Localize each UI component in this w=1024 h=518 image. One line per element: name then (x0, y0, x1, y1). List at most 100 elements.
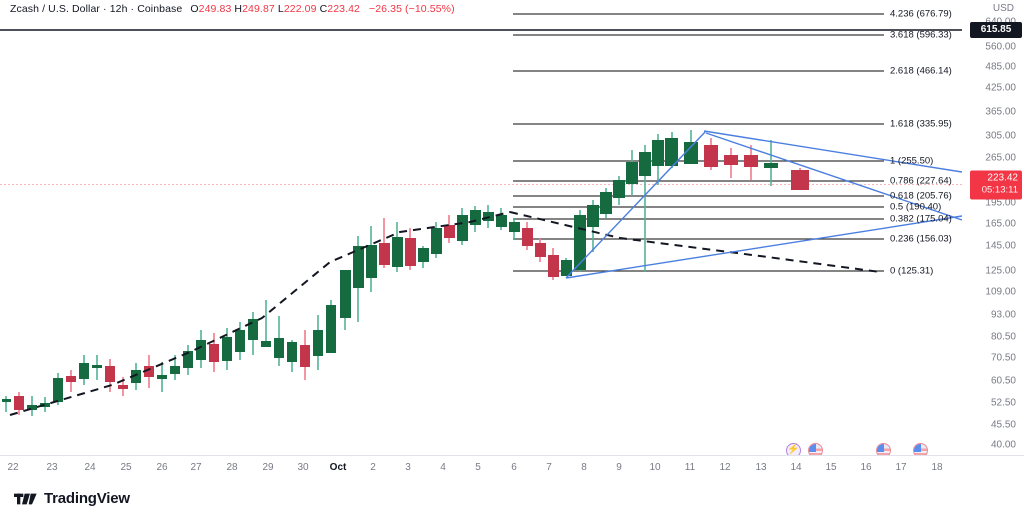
candle[interactable] (274, 316, 284, 366)
candle[interactable] (261, 300, 271, 347)
fib-label-1[interactable]: 1 (255.50) (890, 155, 934, 167)
candle[interactable] (665, 132, 678, 168)
fib-label-0786[interactable]: 0.786 (227.64) (890, 175, 952, 187)
candle[interactable] (600, 188, 612, 218)
candle[interactable] (300, 330, 310, 380)
candle[interactable] (639, 145, 651, 272)
candle[interactable] (724, 148, 738, 178)
fib-label-0618[interactable]: 0.618 (205.76) (890, 190, 952, 202)
candle[interactable] (548, 248, 559, 280)
wedge-rising-leg[interactable] (565, 130, 707, 279)
wedge-descending-leg[interactable] (705, 132, 962, 221)
time-tick: 2 (370, 462, 376, 473)
fib-label-05[interactable]: 0.5 (190.40) (890, 201, 942, 213)
candle[interactable] (144, 355, 154, 388)
candle[interactable] (248, 312, 258, 355)
candle[interactable] (613, 176, 625, 205)
current-price-value: 223.42 (987, 172, 1018, 184)
candle[interactable] (522, 222, 533, 250)
candle[interactable] (53, 373, 63, 405)
candle[interactable] (14, 392, 24, 415)
interval-label[interactable]: 12h (109, 3, 128, 15)
candle[interactable] (496, 208, 507, 230)
tradingview-logo[interactable]: TradingView (14, 490, 130, 507)
chart-canvas[interactable] (0, 0, 962, 455)
uptrend-dashed-line[interactable] (9, 211, 511, 416)
candle[interactable] (457, 208, 468, 245)
tradingview-mark-icon (14, 493, 37, 504)
price-tick: 365.00 (985, 106, 1016, 118)
bolt-glyph: ⚡ (787, 444, 800, 455)
price-tick: 195.00 (985, 197, 1016, 209)
currency-label[interactable]: USD (992, 3, 1014, 14)
time-tick: 14 (790, 462, 802, 473)
us-flag-icon[interactable] (808, 443, 823, 455)
fib-label-4236[interactable]: 4.236 (676.79) (890, 8, 952, 20)
candle[interactable] (353, 236, 364, 322)
candle[interactable] (183, 345, 193, 375)
candle[interactable] (587, 200, 599, 252)
candle[interactable] (379, 218, 390, 268)
candle[interactable] (744, 145, 758, 180)
candle[interactable] (157, 362, 167, 392)
candle[interactable] (652, 134, 664, 185)
wedge-lower-line[interactable] (565, 215, 962, 279)
wedge-upper-line[interactable] (703, 130, 962, 173)
candle[interactable] (561, 258, 572, 276)
bolt-icon[interactable]: ⚡ (786, 443, 801, 455)
candle[interactable] (40, 397, 50, 412)
fib-label-1618[interactable]: 1.618 (335.95) (890, 118, 952, 130)
candle[interactable] (704, 138, 718, 170)
us-flag-icon[interactable] (913, 443, 928, 455)
fib-label-0[interactable]: 0 (125.31) (890, 265, 934, 277)
fib-label-3618[interactable]: 3.618 (596.33) (890, 29, 952, 41)
candlestick-series[interactable] (2, 130, 809, 416)
candle[interactable] (626, 150, 638, 196)
candle[interactable] (235, 322, 245, 360)
exchange-label[interactable]: Coinbase (137, 3, 183, 15)
candle[interactable] (535, 238, 546, 262)
fib-label-0236[interactable]: 0.236 (156.03) (890, 233, 952, 245)
candle[interactable] (66, 370, 76, 392)
candle[interactable] (340, 270, 351, 330)
current-price-badge[interactable]: 223.42 05:13:11 (970, 170, 1022, 200)
fib-label-0382[interactable]: 0.382 (175.04) (890, 213, 952, 225)
candle[interactable] (444, 215, 455, 243)
candle[interactable] (366, 226, 377, 292)
time-tick: 6 (511, 462, 517, 473)
candle[interactable] (131, 363, 141, 390)
candle[interactable] (791, 168, 809, 190)
time-tick: 18 (931, 462, 943, 473)
chart-plot-area[interactable]: 4.236 (676.79) 3.618 (596.33) 2.618 (466… (0, 0, 962, 455)
candle[interactable] (92, 355, 102, 380)
symbol-name[interactable]: Zcash / U.S. Dollar (10, 3, 101, 15)
candle[interactable] (2, 396, 11, 412)
time-tick: 27 (190, 462, 202, 473)
chart-legend[interactable]: Zcash / U.S. Dollar · 12h · Coinbase O24… (10, 3, 455, 15)
candle[interactable] (405, 228, 416, 270)
candle[interactable] (287, 340, 297, 372)
time-tick: 15 (825, 462, 837, 473)
legend-separator-2: · (130, 3, 135, 15)
candle[interactable] (431, 222, 442, 258)
candle[interactable] (509, 218, 520, 240)
candle[interactable] (418, 246, 429, 268)
candle[interactable] (326, 300, 336, 353)
us-flag-icon[interactable] (876, 443, 891, 455)
high-price-badge[interactable]: 615.85 (970, 22, 1022, 38)
time-tick: 4 (440, 462, 446, 473)
candle[interactable] (209, 333, 219, 372)
candle[interactable] (222, 328, 232, 370)
candle[interactable] (27, 396, 37, 416)
candle[interactable] (764, 140, 778, 186)
fib-label-2618[interactable]: 2.618 (466.14) (890, 65, 952, 77)
candle[interactable] (470, 206, 481, 232)
downtrend-dashed-line[interactable] (509, 211, 881, 273)
candle[interactable] (313, 315, 323, 370)
time-axis[interactable]: 22 23 24 25 26 27 28 29 30 Oct 2 3 4 5 6… (0, 455, 962, 480)
time-tick: 10 (649, 462, 661, 473)
candle[interactable] (196, 330, 206, 368)
candle[interactable] (79, 355, 89, 385)
price-axis[interactable]: USD 640.00 560.00 485.00 425.00 365.00 3… (962, 0, 1024, 455)
candle[interactable] (392, 222, 403, 272)
